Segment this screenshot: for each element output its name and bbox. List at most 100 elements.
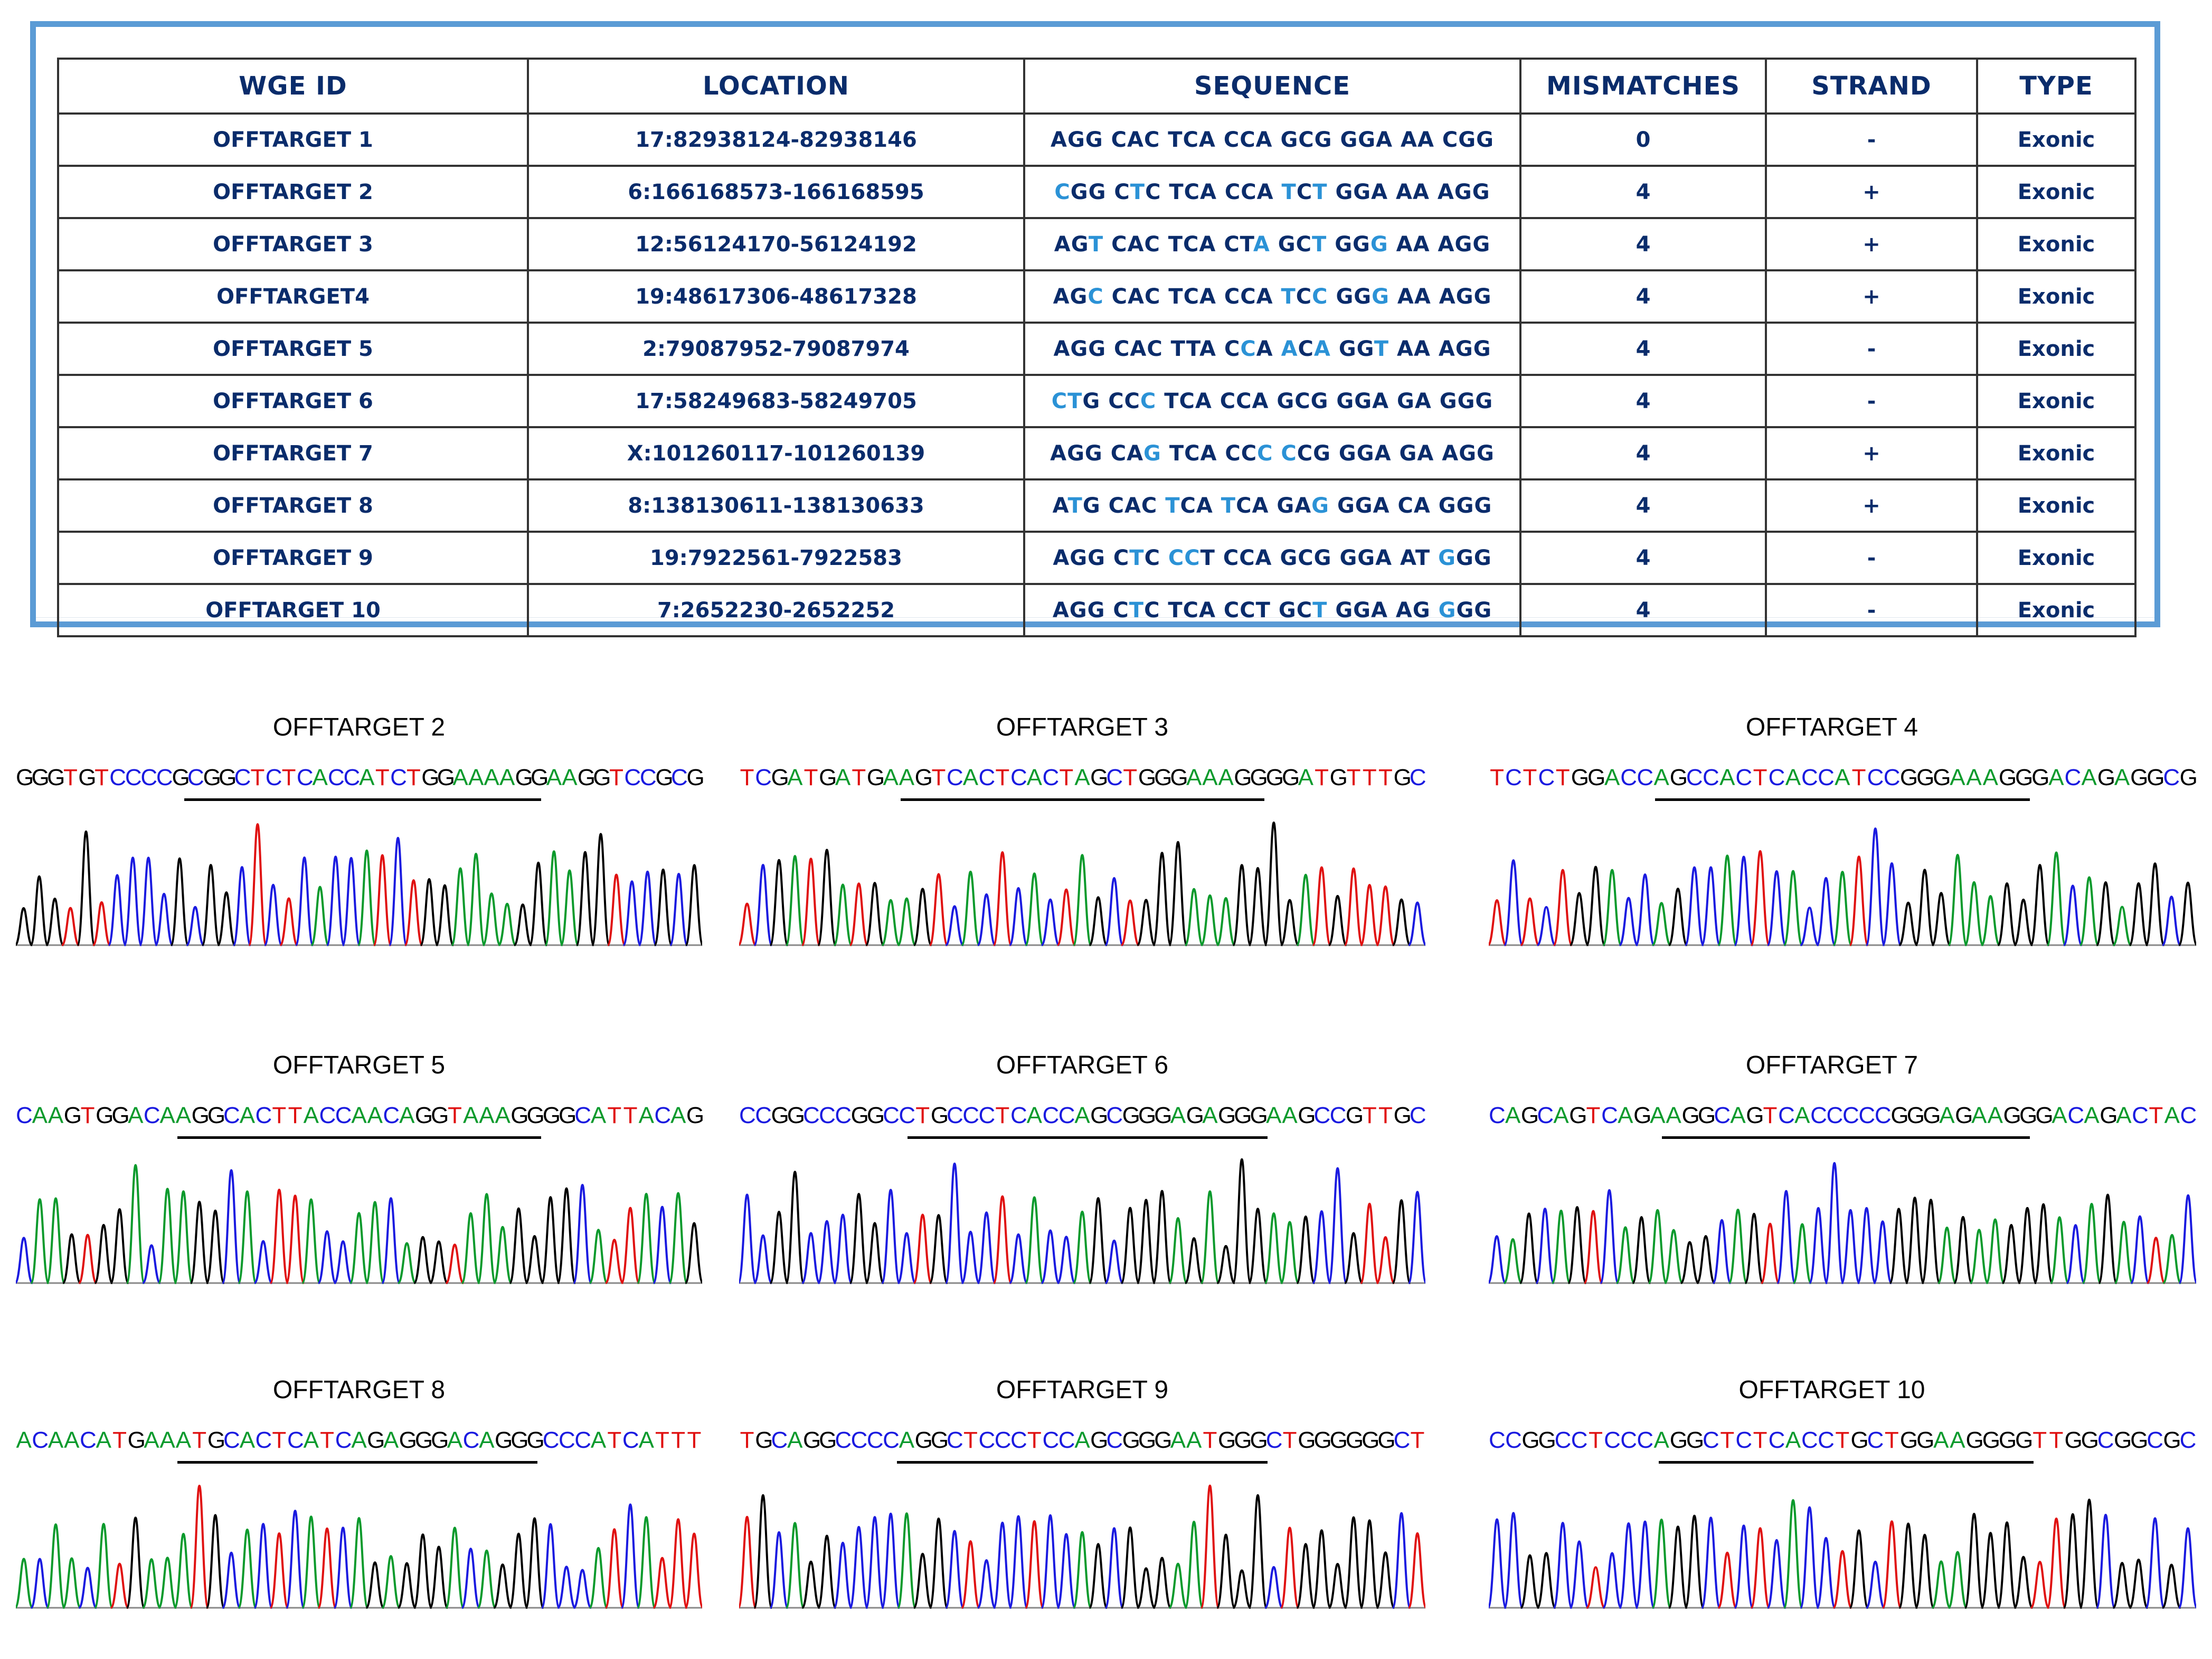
sequence-base [1270,232,1278,257]
base-call: G [542,1102,561,1128]
base-call: G [1154,1102,1173,1128]
base-call: A [1218,765,1234,790]
sequence-base: G [1455,284,1474,309]
base-call: A [159,1102,175,1128]
sequence-base: G [1277,389,1295,413]
sequence-base: T [1200,545,1215,570]
base-call: C [1505,1427,1522,1453]
trace-peak-C [1104,1527,1124,1609]
sequence-base: T [1168,232,1184,257]
base-call: G [1154,765,1173,790]
trace-peak-T [620,1206,640,1284]
sequence-base: C [1298,336,1314,361]
base-call: C [1686,765,1703,790]
sequence-base: C [1442,127,1459,152]
sequence-base: C [1225,441,1241,466]
trace-peak-C [1825,1162,1845,1284]
sequence-base: G [1355,493,1373,518]
base-call: G [914,1427,933,1453]
trace-peak-T [1585,1566,1606,1609]
header-mismatches: MISMATCHES [1519,58,1767,115]
sequence-base: A [1252,493,1269,518]
sequence-base: A [1196,493,1213,518]
sequence-base [1392,546,1400,570]
base-call: T [1059,765,1074,790]
trace-peak-T [285,1194,305,1284]
base-call: C [1042,765,1060,790]
trace-peak-G [190,1201,210,1284]
trace-peak-G [929,1517,949,1609]
base-call: C [223,1427,240,1453]
cell-mismatches: 4 [1519,322,1767,376]
base-call: C [16,1102,33,1128]
sequence-base: A [1052,598,1070,623]
mismatch-base: A [1281,336,1298,361]
trace-peak-A [881,899,901,946]
trace-peak-A [45,1523,66,1609]
trace-peak-T [248,823,268,946]
sequence-base: C [1224,336,1241,361]
trace-peak-T [604,1528,625,1609]
base-call: G [802,1427,821,1453]
sequence-base: C [1179,389,1195,413]
mismatch-base: G [1438,545,1456,570]
base-call: G [1234,765,1252,790]
sequence-base: C [1224,180,1241,204]
base-call: C [2179,1427,2197,1453]
base-call: C [1867,1427,1884,1453]
base-call: A [1971,1102,1987,1128]
base-call: G [526,1427,545,1453]
trace-peak-G [1898,1522,1918,1609]
base-call: C [1409,1102,1426,1128]
sequence-base [1388,232,1396,257]
base-call: G [1669,1427,1688,1453]
base-call: T [320,1427,335,1453]
sequence-base: G [1278,598,1297,623]
sequence-base [1212,389,1220,413]
trace-peak-G [653,869,673,946]
trace-peak-C [1618,1522,1639,1609]
sequence-base [1103,232,1111,257]
base-call: G [1250,1427,1268,1453]
trace-peak-C [1808,1206,1829,1284]
sequence-base: G [1473,284,1492,309]
trace-peak-C [388,836,408,946]
trace-peak-C [1634,873,1656,946]
sequence-base: G [1455,336,1473,361]
sequence-base: C [1108,389,1124,413]
trace-peak-G [1914,869,1935,946]
trace-peak-A [1200,1190,1220,1284]
sequence-base [1100,389,1108,413]
base-call: G [495,1427,513,1453]
cell-strand: - [1765,112,1978,167]
sequence-base: A [1414,284,1431,309]
base-call: A [2081,765,2097,790]
trace-peak-G [429,1545,449,1609]
base-call: G [1890,1102,1909,1128]
mismatch-base: T [1130,180,1146,204]
trace-peak-C [801,1232,821,1284]
trace-peak-G [1964,1513,1984,1609]
trace-peak-C [154,892,174,946]
sequence-base: A [1376,127,1393,152]
sequence-base [1269,389,1277,413]
base-call: C [1703,765,1719,790]
trace-peak-G [1247,1208,1268,1284]
sequence-base: G [1280,127,1299,152]
base-call: T [1203,1427,1217,1453]
trace-peak-G [435,884,455,946]
trace-peak-C [739,1193,757,1284]
base-call: G [203,765,221,790]
sequence-base: G [1084,441,1103,466]
sequence-base: T [1186,336,1200,361]
mismatch-base: G [1370,232,1388,257]
sequence-base: C [1108,493,1124,518]
trace-peak-A [481,892,502,946]
base-call: G [1154,1427,1173,1453]
mismatch-base: C [1257,441,1273,466]
trace-peak-G [1296,1543,1316,1609]
sequence-base: T [1169,441,1185,466]
mismatch-base: G [1311,493,1329,518]
